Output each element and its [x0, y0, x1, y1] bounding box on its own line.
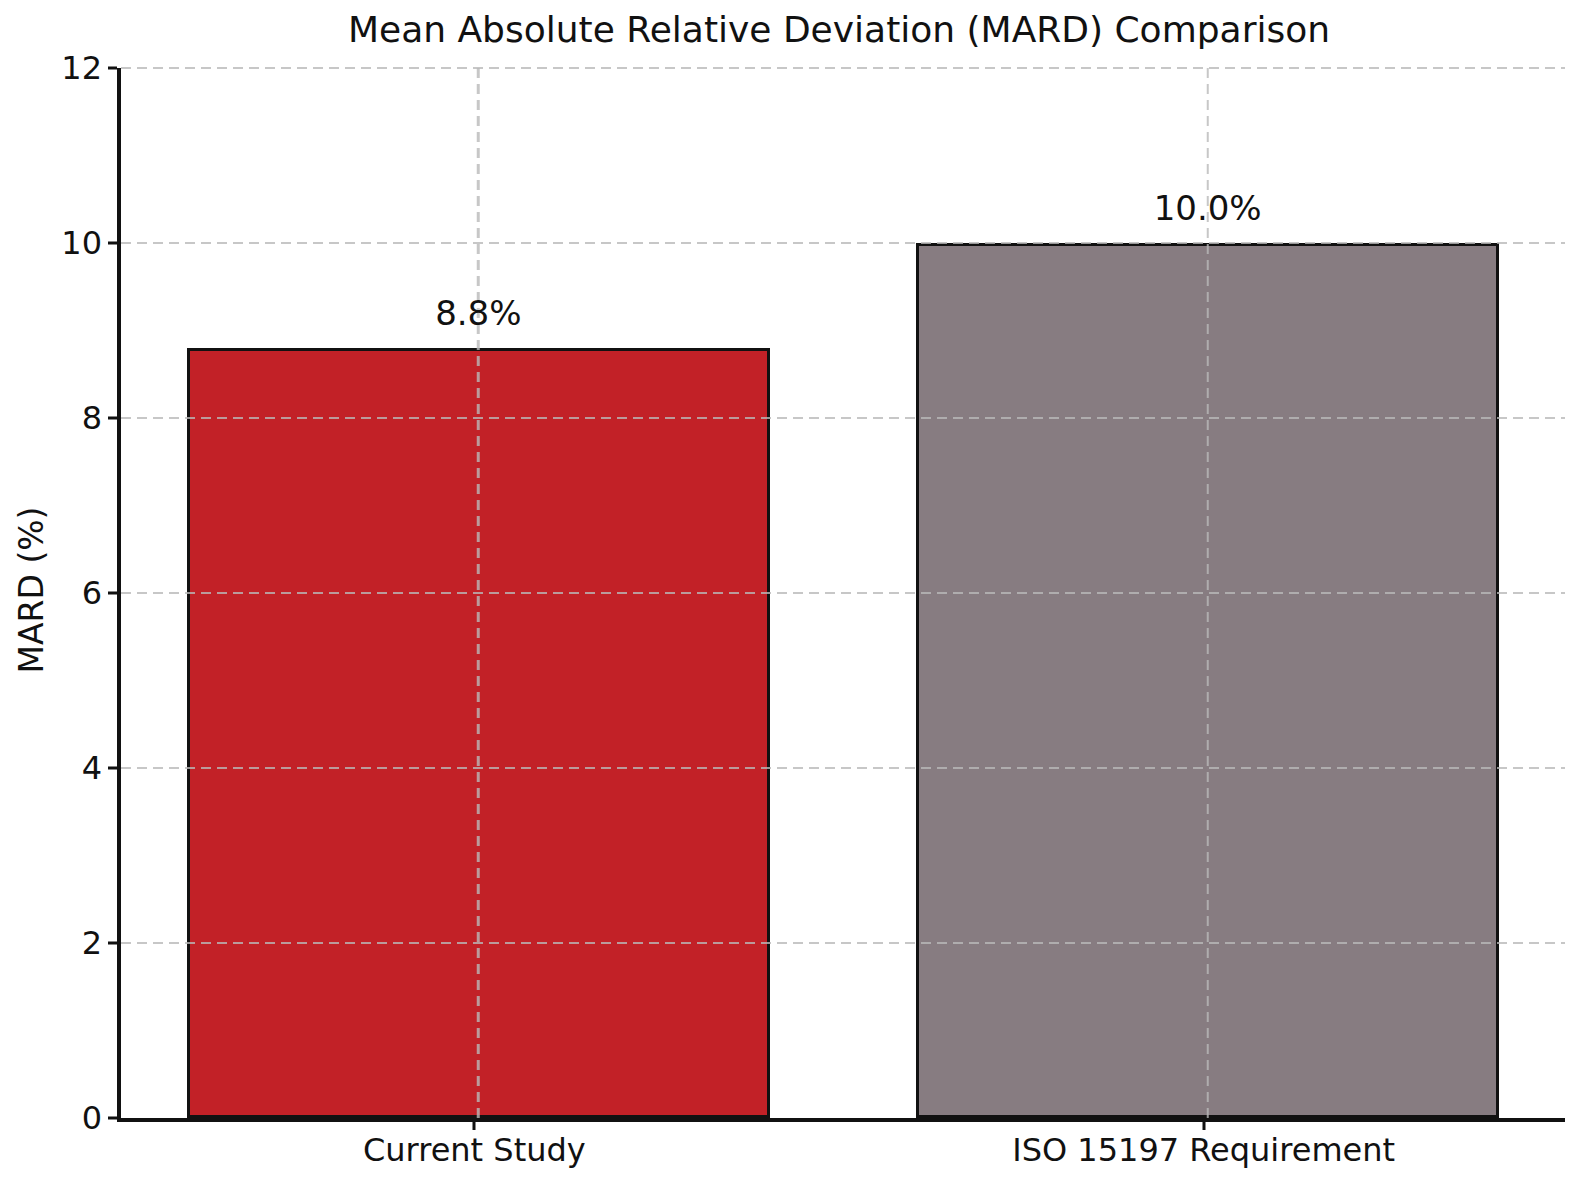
y-tick-mark — [108, 767, 117, 770]
y-tick-mark — [108, 242, 117, 245]
y-axis: 024681012 — [0, 68, 117, 1118]
bar — [187, 348, 770, 1118]
y-tick-label: 0 — [82, 1102, 102, 1134]
y-tick-mark — [108, 592, 117, 595]
y-gridline — [121, 67, 1565, 70]
y-tick-label: 8 — [82, 402, 102, 434]
x-tick-mark — [1202, 1122, 1205, 1130]
x-axis: Current Study ISO 15197 Requirement — [117, 1122, 1561, 1180]
y-tick-label: 2 — [82, 927, 102, 959]
x-tick-label: ISO 15197 Requirement — [1012, 1132, 1395, 1169]
y-tick-label: 4 — [82, 752, 102, 784]
y-tick-label: 12 — [61, 52, 102, 84]
bar-chart-figure: Mean Absolute Relative Deviation (MARD) … — [0, 0, 1580, 1180]
plot-area: 8.8% 10.0% — [117, 68, 1565, 1122]
y-tick-mark — [108, 1117, 117, 1120]
bar-value-label: 8.8% — [435, 296, 521, 330]
y-tick-mark — [108, 417, 117, 420]
y-tick-label: 10 — [61, 227, 102, 259]
y-tick-mark — [108, 67, 117, 70]
y-tick-mark — [108, 942, 117, 945]
x-tick-mark — [473, 1122, 476, 1130]
chart-title: Mean Absolute Relative Deviation (MARD) … — [117, 8, 1561, 51]
bar-value-label: 10.0% — [1154, 191, 1262, 225]
bar — [916, 243, 1499, 1118]
y-tick-label: 6 — [82, 577, 102, 609]
x-tick-label: Current Study — [363, 1132, 586, 1169]
